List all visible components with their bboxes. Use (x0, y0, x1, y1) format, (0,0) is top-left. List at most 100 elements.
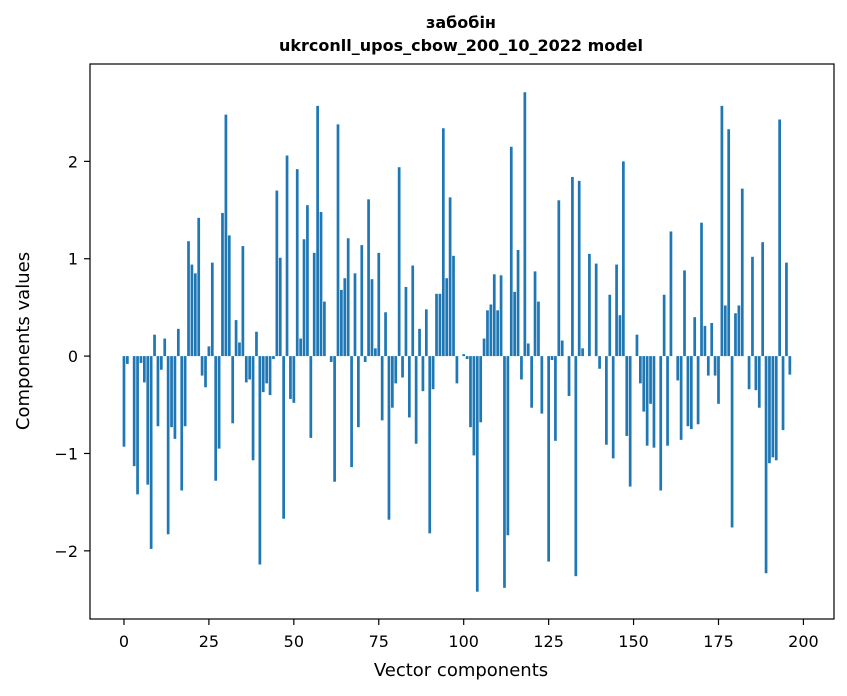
bar (139, 356, 143, 363)
bar (574, 356, 578, 577)
bar (571, 176, 574, 357)
bar (492, 274, 496, 357)
bar (292, 356, 296, 403)
bar (757, 356, 761, 408)
bar (132, 356, 136, 467)
bar (788, 356, 792, 375)
bar (717, 356, 720, 404)
bar (404, 286, 408, 357)
bar (316, 105, 319, 357)
bar (785, 262, 788, 357)
bar (445, 278, 449, 357)
bar (350, 356, 353, 468)
bar (768, 356, 771, 464)
bar (268, 356, 272, 396)
bar (557, 200, 561, 357)
bar (734, 313, 737, 357)
bar (438, 293, 442, 357)
bar (465, 356, 469, 360)
bar (353, 273, 357, 357)
bar (319, 212, 323, 357)
bar (764, 356, 768, 574)
bar (394, 356, 398, 384)
bar (193, 273, 197, 357)
bar (272, 356, 275, 360)
bar (710, 323, 714, 357)
bar (513, 291, 517, 357)
y-tick-label: −1 (54, 444, 78, 463)
bar (136, 356, 139, 495)
bar (720, 105, 724, 357)
bar (781, 356, 785, 431)
bar (448, 197, 452, 357)
bar (197, 217, 201, 357)
bar (221, 212, 224, 357)
bar (424, 309, 428, 357)
bar (285, 155, 289, 357)
bar (676, 356, 680, 381)
bar (550, 356, 554, 360)
bar (265, 356, 269, 384)
bar (190, 264, 194, 357)
bar (469, 356, 472, 428)
bar (771, 356, 775, 458)
bar (713, 356, 717, 376)
bar (730, 356, 734, 528)
bar (547, 356, 550, 562)
bar (506, 356, 510, 536)
bar (340, 289, 343, 357)
bar (618, 315, 622, 357)
bar (387, 356, 391, 520)
bar (509, 146, 513, 357)
bar (357, 356, 360, 428)
bar (706, 356, 710, 376)
bar (554, 356, 557, 441)
bar (435, 293, 438, 357)
chart-title: забобін (426, 13, 496, 32)
x-tick-label: 150 (618, 632, 649, 651)
chart-subtitle: ukrconll_upos_cbow_200_10_2022 model (279, 36, 643, 55)
bar (411, 265, 415, 357)
bar (639, 356, 642, 384)
bar (740, 188, 744, 357)
bar (200, 356, 204, 376)
bar (503, 356, 506, 588)
bar (642, 356, 646, 412)
bar (526, 343, 530, 357)
bar (533, 271, 537, 357)
bar (540, 356, 544, 414)
bar (312, 252, 316, 357)
bar (605, 356, 608, 445)
bar (560, 340, 564, 357)
bar (295, 169, 299, 357)
bar (428, 356, 432, 534)
bar (662, 294, 666, 357)
bar (499, 275, 503, 357)
bar (397, 167, 401, 357)
bar (363, 356, 367, 362)
bar (666, 356, 669, 446)
bar (224, 114, 228, 357)
bar (207, 346, 211, 357)
bar (622, 161, 625, 357)
bar (669, 231, 673, 357)
bar (496, 310, 500, 357)
bar (686, 356, 690, 427)
bar (278, 257, 282, 357)
bar (346, 238, 350, 357)
bar (251, 356, 255, 461)
y-tick-label: −2 (54, 542, 78, 561)
bar (523, 92, 527, 357)
bar (217, 356, 221, 449)
bar (163, 338, 167, 357)
bar (520, 356, 523, 380)
bar (407, 356, 411, 418)
bar (615, 264, 618, 357)
bar (489, 304, 493, 357)
bar (309, 356, 313, 438)
bar (652, 356, 656, 448)
bar (122, 356, 126, 447)
bar (302, 239, 306, 357)
bar (608, 294, 612, 357)
